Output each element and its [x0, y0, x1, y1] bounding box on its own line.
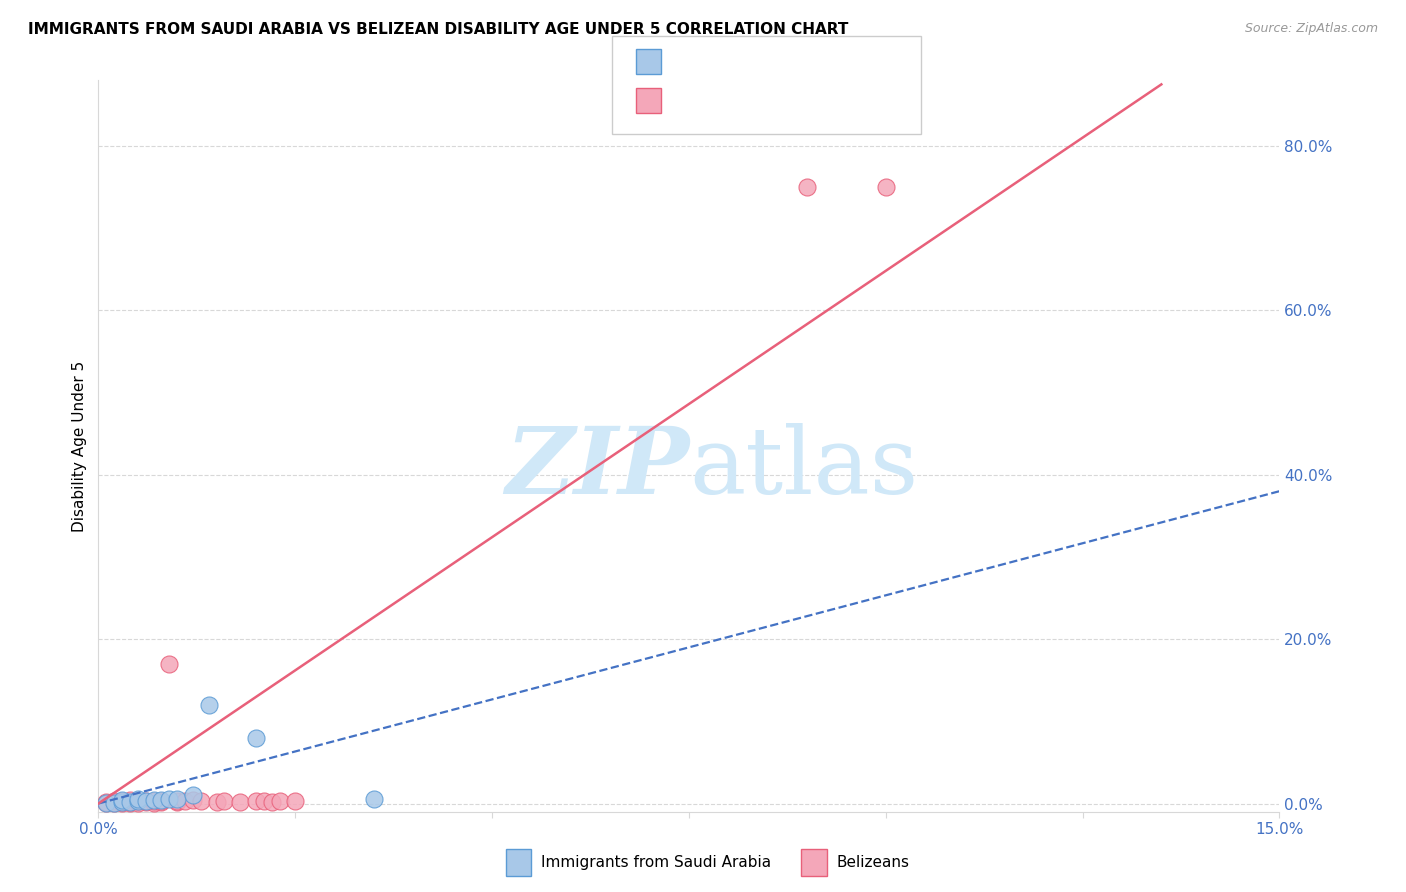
Point [150, 795, 173, 809]
Point [229, 795, 252, 809]
Point [118, 795, 141, 809]
Point [103, 794, 125, 808]
Point [127, 792, 149, 806]
Point [166, 791, 188, 805]
Point [111, 795, 134, 809]
Text: Belizeans: Belizeans [837, 855, 910, 870]
Point [142, 794, 165, 808]
Point [127, 794, 149, 808]
Text: Immigrants from Saudi Arabia: Immigrants from Saudi Arabia [541, 855, 772, 870]
Point [96, 796, 118, 810]
Point [205, 795, 228, 809]
Point [96, 796, 118, 810]
Point [111, 793, 134, 807]
Point [118, 795, 141, 809]
Point [150, 794, 173, 808]
Point [135, 795, 157, 809]
Text: Source: ZipAtlas.com: Source: ZipAtlas.com [1244, 22, 1378, 36]
Point [181, 793, 204, 807]
Point [253, 794, 276, 808]
Point [118, 796, 141, 810]
Point [96, 795, 118, 809]
Point [111, 796, 134, 810]
Point [135, 794, 157, 808]
Point [127, 794, 149, 808]
Point [197, 698, 219, 712]
Point [166, 795, 188, 809]
Text: atlas: atlas [689, 423, 918, 513]
Point [111, 795, 134, 809]
Text: ZIP: ZIP [505, 423, 689, 513]
Point [157, 792, 180, 806]
Point [174, 794, 197, 808]
Point [166, 794, 188, 808]
Point [284, 794, 307, 808]
Text: IMMIGRANTS FROM SAUDI ARABIA VS BELIZEAN DISABILITY AGE UNDER 5 CORRELATION CHAR: IMMIGRANTS FROM SAUDI ARABIA VS BELIZEAN… [28, 22, 848, 37]
Point [260, 795, 283, 809]
Point [796, 180, 818, 194]
Point [363, 792, 385, 806]
Point [127, 796, 149, 810]
Point [135, 794, 157, 808]
Point [150, 793, 173, 807]
Point [875, 180, 897, 194]
Text: R = 0.946   N = 34: R = 0.946 N = 34 [672, 94, 817, 108]
Point [103, 796, 125, 810]
Point [181, 789, 204, 803]
Point [142, 796, 165, 810]
Point [269, 794, 291, 808]
Y-axis label: Disability Age Under 5: Disability Age Under 5 [72, 360, 87, 532]
Point [118, 793, 141, 807]
Point [142, 793, 165, 807]
Point [214, 794, 236, 808]
Point [111, 794, 134, 808]
Point [245, 794, 267, 808]
Point [103, 796, 125, 810]
Text: R = 0.582   N = 16: R = 0.582 N = 16 [672, 54, 817, 69]
Point [157, 657, 180, 671]
Point [190, 794, 212, 808]
Point [245, 731, 267, 745]
